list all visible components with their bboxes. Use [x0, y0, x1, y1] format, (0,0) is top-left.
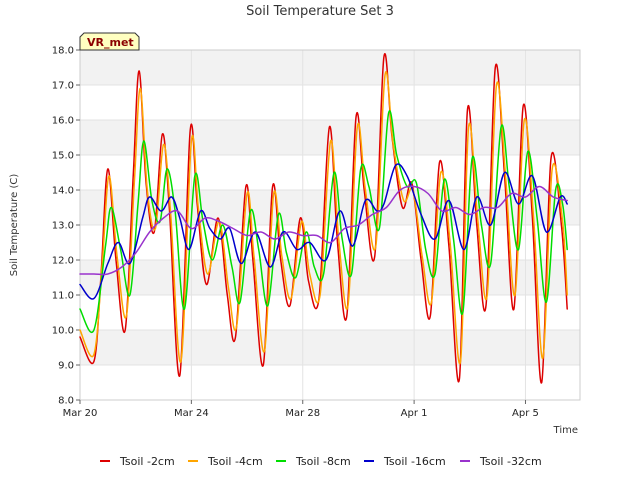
background-band: [80, 50, 580, 85]
x-tick-label: Mar 28: [285, 408, 320, 419]
legend-item: Tsoil -2cm: [100, 455, 175, 468]
series-line-tsoil-4cm: [79, 71, 568, 365]
series-lines: [79, 53, 568, 384]
badge-label: VR_met: [87, 36, 134, 49]
x-axis-ticks: Mar 20 Mar 24 Mar 28 Apr 1 Apr 5: [63, 400, 539, 419]
series-line-tsoil-8cm: [79, 110, 568, 334]
y-axis-ticks: 8.0 9.0 10.0 11.0 12.0 13.0 14.0 15.0 16.0 17.0 18…: [52, 46, 80, 407]
y-tick-label: 15.0: [52, 151, 74, 162]
legend-label: Tsoil -32cm: [479, 455, 542, 468]
x-tick-label: Mar 20: [63, 408, 98, 419]
vr-met-badge: VR_met: [79, 32, 140, 51]
background-band: [80, 330, 580, 365]
legend-item: Tsoil -16cm: [364, 455, 446, 468]
y-tick-label: 10.0: [52, 326, 74, 337]
legend-label: Tsoil -2cm: [119, 455, 175, 468]
legend-label: Tsoil -8cm: [295, 455, 351, 468]
y-tick-label: 8.0: [58, 396, 74, 407]
chart-title: Soil Temperature Set 3: [246, 4, 394, 19]
series-line-tsoil-32cm: [79, 185, 568, 276]
badge-shape: [79, 32, 140, 51]
y-tick-label: 9.0: [58, 361, 74, 372]
x-tick-label: Mar 24: [174, 408, 209, 419]
y-tick-label: 11.0: [52, 291, 74, 302]
series-line-tsoil-16cm: [79, 163, 568, 300]
y-tick-label: 18.0: [52, 46, 74, 57]
x-axis-label: Time: [553, 425, 578, 436]
background-band: [80, 260, 580, 295]
y-tick-label: 13.0: [52, 221, 74, 232]
y-tick-label: 17.0: [52, 81, 74, 92]
x-tick-label: Apr 5: [512, 408, 539, 419]
y-tick-label: 16.0: [52, 116, 74, 127]
x-tick-label: Apr 1: [401, 408, 428, 419]
y-tick-label: 12.0: [52, 256, 74, 267]
y-axis-label: Soil Temperature (C): [9, 174, 20, 277]
legend-label: Tsoil -16cm: [383, 455, 446, 468]
legend-label: Tsoil -4cm: [207, 455, 263, 468]
legend-item: Tsoil -8cm: [276, 455, 351, 468]
legend-item: Tsoil -4cm: [188, 455, 263, 468]
y-tick-label: 14.0: [52, 186, 74, 197]
legend: Tsoil -2cm Tsoil -4cm Tsoil -8cm Tsoil -16c…: [100, 455, 542, 468]
legend-item: Tsoil -32cm: [460, 455, 542, 468]
